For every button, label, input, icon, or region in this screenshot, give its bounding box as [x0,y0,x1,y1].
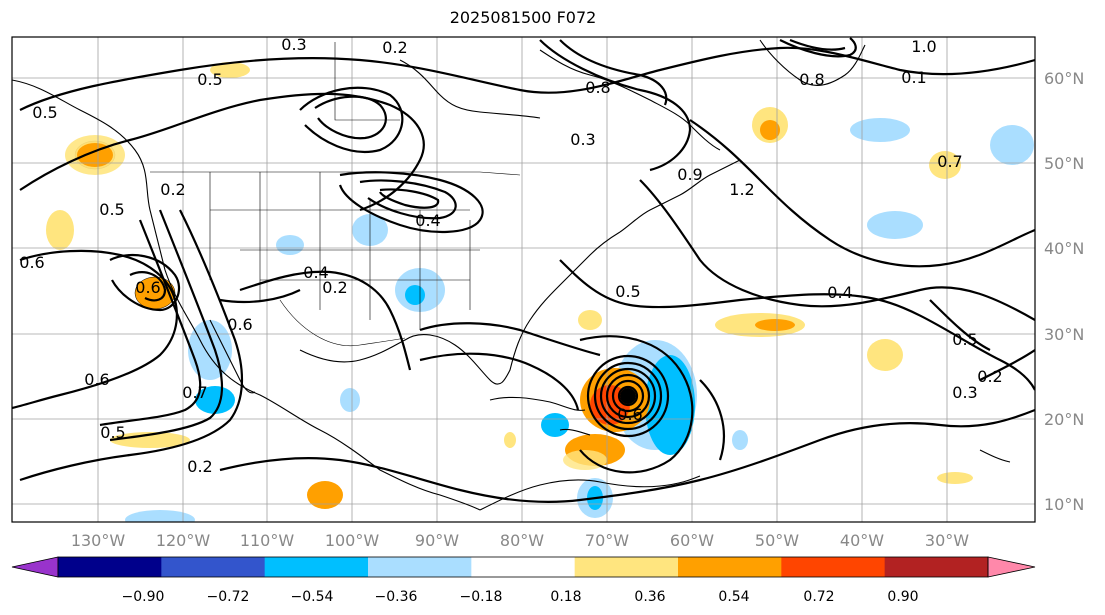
political-borders [150,42,521,347]
contour-label: 0.2 [187,457,212,476]
black-filled-circle-icon [620,388,636,404]
contour-label: 0.7 [937,152,962,171]
contour-label: 0.8 [799,70,824,89]
lon-label: 70°W [585,531,629,550]
colorbar-segment [574,557,679,577]
colorbar-extend-min [11,556,59,578]
contour-label: 0.2 [382,38,407,57]
graticule [12,37,1035,522]
lat-label: 20°N [1044,410,1084,429]
lat-label: 50°N [1044,154,1084,173]
contour-label: 0.6 [84,370,109,389]
lon-label: 100°W [325,531,380,550]
lon-label: 110°W [240,531,295,550]
contour-label: 1.0 [911,37,936,56]
map-title: 2025081500 F072 [449,8,597,27]
anomaly-shading [46,62,1034,522]
lat-label: 60°N [1044,69,1084,88]
contour-label: 0.2 [977,367,1002,386]
contour-label: 0.3 [570,130,595,149]
contour-label: 0.6 [617,405,642,424]
colorbar-tick-label: 0.36 [634,589,665,605]
latitude-axis: 60°N 50°N 40°N 30°N 20°N 10°N [1044,69,1084,514]
colorbar-segment [58,557,162,577]
colorbar-segment [264,557,369,577]
colorbar-segment [678,557,782,577]
lon-label: 40°W [840,531,884,550]
contour-label: 0.2 [160,180,185,199]
colorbar-segment [781,557,886,577]
colorbar-tick-label: 0.72 [803,589,834,605]
lon-label: 50°W [755,531,799,550]
contour-label: 0.7 [182,383,207,402]
colorbar-segment [884,557,989,577]
colorbar-tick-label: 0.54 [718,589,749,605]
colorbar-tick-label: −0.36 [375,589,418,605]
contour-label: 0.5 [952,330,977,349]
colorbar-outline [57,556,989,578]
colorbar-segment [161,557,266,577]
contour-label: 0.5 [197,70,222,89]
contour-label: 0.5 [32,103,57,122]
colorbar [11,556,1036,578]
contour-label: 0.2 [322,278,347,297]
colorbar-tick-label: −0.54 [291,589,334,605]
contour-label: 0.3 [952,383,977,402]
contour-label: 0.9 [677,165,702,184]
lat-label: 30°N [1044,325,1084,344]
contour-label: 0.6 [135,278,160,297]
contour-label: 0.1 [901,68,926,87]
contour-label: 0.4 [303,263,328,282]
contour-isolines [12,37,1035,504]
contour-label: 0.5 [615,282,640,301]
colorbar-tick-label: −0.90 [122,589,165,605]
coastlines [12,39,1011,511]
contour-label: 0.8 [585,78,610,97]
contour-label: 0.6 [227,315,252,334]
colorbar-tick-label: −0.18 [460,589,503,605]
colorbar-tick-label: 0.90 [887,589,918,605]
lon-label: 60°W [670,531,714,550]
longitude-axis: 130°W 120°W 110°W 100°W 90°W 80°W 70°W 6… [71,531,969,550]
contour-label: 0.5 [99,200,124,219]
contour-label: 0.4 [827,283,852,302]
colorbar-segment [368,557,472,577]
contour-label: 1.2 [729,180,754,199]
colorbar-tick-label: −0.72 [207,589,250,605]
lon-label: 130°W [71,531,126,550]
map-border [11,36,1036,523]
colorbar-extend-max [987,556,1036,578]
contour-label: 0.4 [415,211,440,230]
colorbar-tick-labels: −0.90 −0.72 −0.54 −0.36 −0.18 0.18 0.36 … [122,589,919,605]
lon-label: 120°W [156,531,211,550]
lon-label: 90°W [415,531,459,550]
lon-label: 30°W [925,531,969,550]
lat-label: 40°N [1044,239,1084,258]
contour-label: 0.3 [281,35,306,54]
colorbar-tick-label: 0.18 [550,589,581,605]
contour-label: 0.5 [100,423,125,442]
lat-label: 10°N [1044,495,1084,514]
contour-label: 0.6 [19,253,44,272]
lon-label: 80°W [500,531,544,550]
contour-label-layer: 0.3 0.2 0.5 0.8 0.8 1.0 0.1 0.7 0.4 0.3 … [19,35,1002,476]
colorbar-segment [471,557,576,577]
